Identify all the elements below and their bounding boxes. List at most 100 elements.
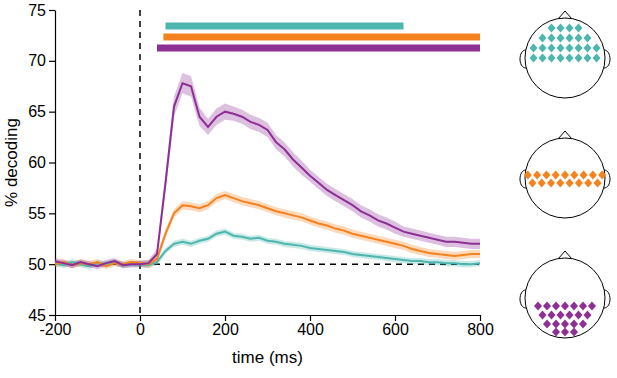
tick-mark bbox=[49, 315, 55, 316]
electrode bbox=[561, 320, 569, 329]
electrode bbox=[588, 302, 596, 311]
electrode bbox=[548, 311, 556, 320]
electrode bbox=[552, 328, 560, 337]
electrode bbox=[557, 24, 565, 33]
tick-mark bbox=[480, 315, 481, 321]
head-outline bbox=[525, 18, 605, 98]
electrode bbox=[566, 44, 574, 53]
electrode bbox=[598, 171, 606, 180]
tick: 65 bbox=[28, 103, 55, 120]
y-axis-title: % decoding bbox=[2, 118, 21, 207]
tick: 50 bbox=[28, 256, 55, 273]
electrode bbox=[570, 328, 578, 337]
electrode bbox=[533, 171, 541, 180]
tick-label: 55 bbox=[28, 205, 46, 222]
electrode bbox=[575, 24, 583, 33]
electrode bbox=[570, 171, 578, 180]
electrode bbox=[579, 320, 587, 329]
electrode bbox=[547, 179, 555, 188]
y-axis: 45 50 55 60 65 70 75 bbox=[28, 2, 55, 324]
head bbox=[520, 11, 610, 98]
head bbox=[520, 251, 610, 338]
reference-line bbox=[139, 10, 141, 315]
tick: 800 bbox=[467, 315, 494, 338]
electrode bbox=[561, 302, 569, 311]
electrode bbox=[538, 179, 546, 188]
axis-line bbox=[56, 315, 481, 316]
axis-line bbox=[55, 11, 56, 316]
tick-mark bbox=[225, 315, 226, 321]
electrode bbox=[593, 54, 601, 63]
tick: 200 bbox=[212, 315, 239, 338]
electrode bbox=[584, 44, 592, 53]
tick-label: 50 bbox=[28, 256, 46, 273]
tick-mark bbox=[49, 61, 55, 62]
tick-label: 45 bbox=[28, 307, 46, 324]
electrode bbox=[548, 24, 556, 33]
electrode bbox=[539, 34, 547, 43]
electrode bbox=[584, 311, 592, 320]
electrode bbox=[575, 34, 583, 43]
electrode bbox=[530, 54, 538, 63]
tick-label: 60 bbox=[28, 154, 46, 171]
tick-mark bbox=[310, 315, 311, 321]
electrode bbox=[552, 320, 560, 329]
tick-mark bbox=[140, 315, 141, 321]
electrode bbox=[539, 54, 547, 63]
tick: 55 bbox=[28, 205, 55, 222]
tick: 0 bbox=[136, 315, 145, 338]
electrode bbox=[570, 302, 578, 311]
electrode bbox=[575, 179, 583, 188]
tick-label: 75 bbox=[28, 2, 46, 19]
electrode bbox=[556, 179, 564, 188]
tick-label: 400 bbox=[297, 321, 324, 338]
tick-mark bbox=[49, 162, 55, 163]
electrode bbox=[534, 302, 542, 311]
electrode bbox=[575, 311, 583, 320]
tick-label: 800 bbox=[467, 321, 494, 338]
tick-mark bbox=[395, 315, 396, 321]
tick-label: 600 bbox=[382, 321, 409, 338]
electrode bbox=[561, 328, 569, 337]
head-icons bbox=[520, 11, 610, 338]
electrode bbox=[584, 34, 592, 43]
tick-mark bbox=[49, 112, 55, 113]
series-line bbox=[55, 195, 480, 266]
electrode bbox=[552, 302, 560, 311]
electrode bbox=[575, 54, 583, 63]
series-line bbox=[55, 83, 480, 266]
significance-bar bbox=[163, 34, 480, 41]
electrode bbox=[593, 44, 601, 53]
electrode bbox=[548, 54, 556, 63]
electrode bbox=[543, 320, 551, 329]
tick-mark bbox=[49, 264, 55, 265]
electrode bbox=[566, 24, 574, 33]
electrode bbox=[552, 171, 560, 180]
electrode bbox=[566, 54, 574, 63]
tick-label: -200 bbox=[39, 321, 71, 338]
electrode bbox=[580, 171, 588, 180]
electrode bbox=[543, 302, 551, 311]
electrode bbox=[557, 311, 565, 320]
electrode bbox=[548, 34, 556, 43]
tick: 70 bbox=[28, 52, 55, 69]
electrode bbox=[589, 171, 597, 180]
electrode bbox=[579, 302, 587, 311]
electrode bbox=[528, 179, 536, 188]
electrode bbox=[530, 44, 538, 53]
electrode bbox=[557, 34, 565, 43]
head-outline bbox=[525, 258, 605, 338]
tick-mark bbox=[49, 10, 55, 11]
tick: 75 bbox=[28, 2, 55, 19]
electrode bbox=[557, 44, 565, 53]
electrode bbox=[524, 171, 532, 180]
chart: -200020040060080045505560657075time (ms)… bbox=[0, 0, 617, 378]
tick: 400 bbox=[297, 315, 324, 338]
electrode bbox=[548, 44, 556, 53]
electrode bbox=[561, 171, 569, 180]
x-axis: -200 0 200 400 600 800 bbox=[39, 315, 493, 338]
electrode bbox=[566, 311, 574, 320]
error-band bbox=[55, 73, 480, 269]
head bbox=[520, 131, 610, 218]
electrode bbox=[584, 179, 592, 188]
